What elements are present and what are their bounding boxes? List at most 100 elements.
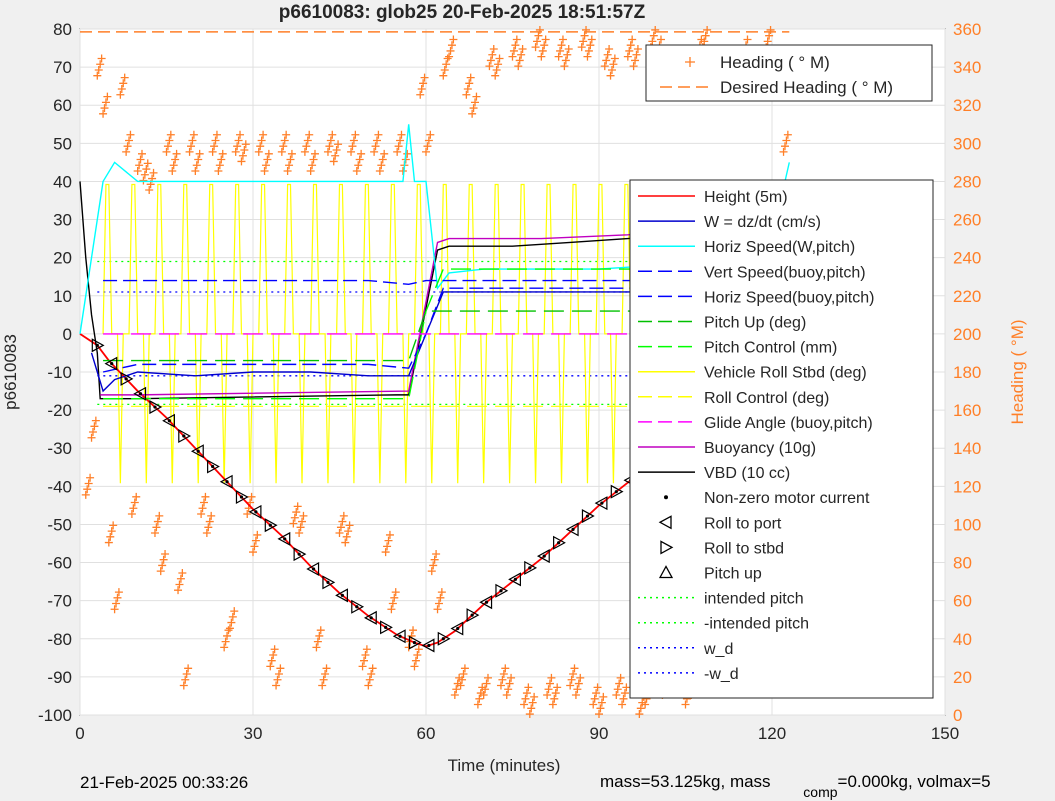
heading-point	[609, 60, 618, 69]
heading-point	[231, 147, 240, 156]
heading-point	[334, 140, 343, 149]
heading-point	[596, 704, 605, 713]
heading-point	[274, 670, 283, 679]
heading-point	[331, 151, 340, 160]
heading-point	[251, 536, 260, 545]
heading-point	[225, 624, 234, 633]
chart-title: p6610083: glob25 20-Feb-2025 18:51:57Z	[279, 2, 646, 23]
heading-point	[574, 679, 583, 688]
heading-point	[551, 689, 560, 698]
heading-point	[632, 50, 641, 59]
heading-point	[159, 555, 168, 564]
heading-point	[361, 650, 370, 659]
y-tick-label-left: 10	[53, 287, 72, 306]
heading-point	[306, 166, 315, 175]
heading-point	[613, 685, 622, 694]
motor-current-marker	[124, 377, 128, 381]
heading-point	[208, 147, 217, 156]
heading-point	[524, 683, 533, 692]
heading-point	[365, 675, 374, 684]
heading-point	[394, 142, 403, 151]
heading-point	[174, 586, 183, 595]
heading-point	[233, 142, 242, 151]
heading-point	[122, 147, 131, 156]
roll-to-stbd-marker	[293, 547, 307, 562]
heading-point	[553, 683, 562, 692]
heading-point	[192, 161, 201, 170]
heading-point	[701, 31, 710, 40]
heading-point	[191, 166, 200, 175]
heading-point	[135, 161, 144, 170]
heading-point	[137, 149, 146, 158]
motor-current-marker	[398, 634, 402, 638]
heading-point	[485, 62, 494, 71]
heading-point	[285, 161, 294, 170]
heading-point	[371, 142, 380, 151]
heading-point	[528, 698, 537, 707]
heading-point	[456, 681, 465, 690]
heading-point	[417, 85, 426, 94]
heading-point	[554, 52, 563, 61]
heading-point	[499, 670, 508, 679]
heading-point	[533, 37, 542, 46]
heading-point	[270, 645, 279, 654]
heading-point	[247, 492, 256, 501]
heading-point	[303, 136, 312, 145]
y-tick-label-left: 0	[63, 325, 72, 344]
heading-point	[220, 643, 229, 652]
heading-point	[126, 130, 135, 139]
heading-point	[522, 689, 531, 698]
heading-point	[623, 52, 632, 61]
heading-point	[577, 43, 586, 52]
heading-point	[422, 147, 430, 156]
legend-label: Height (5m)	[704, 189, 788, 206]
x-tick-label: 0	[75, 724, 84, 743]
heading-point	[145, 186, 154, 195]
heading-point	[352, 166, 361, 175]
heading-point	[615, 679, 624, 688]
heading-point	[631, 56, 640, 65]
roll-to-port-marker	[594, 496, 608, 511]
roll-to-port-marker	[508, 572, 521, 587]
heading-point	[447, 41, 456, 50]
heading-point	[616, 673, 625, 682]
motor-current-marker	[254, 510, 258, 514]
roll-to-port-marker	[248, 504, 262, 519]
heading-point	[429, 561, 438, 570]
heading-point	[179, 681, 188, 690]
legend-label: -w_d	[704, 666, 739, 683]
roll-to-stbd-marker	[408, 635, 422, 650]
heading-point	[636, 704, 645, 713]
heading-point	[586, 41, 595, 50]
heading-point	[483, 673, 492, 682]
y-tick-label-right: 80	[953, 554, 972, 573]
motor-current-marker	[311, 567, 316, 571]
heading-point	[765, 31, 774, 40]
heading-point	[260, 166, 269, 175]
heading-point	[312, 643, 321, 652]
heading-point	[267, 656, 276, 665]
footer-comp-rest: =0.000kg, volmax=5	[837, 772, 991, 791]
x-tick-label: 60	[417, 724, 436, 743]
roll-to-stbd-marker	[178, 429, 192, 444]
heading-point	[223, 631, 232, 640]
heading-point	[375, 166, 384, 175]
heading-point	[610, 54, 619, 63]
y-tick-label-right: 160	[953, 401, 981, 420]
heading-point	[600, 62, 609, 71]
heading-point	[626, 41, 635, 50]
heading-point	[132, 492, 141, 501]
heading-point	[540, 41, 549, 50]
footer-date: 21-Feb-2025 00:33:26	[80, 773, 249, 792]
heading-point	[182, 670, 191, 679]
y-tick-label-left: 80	[53, 20, 72, 39]
heading-point	[322, 664, 331, 673]
heading-point	[437, 588, 446, 597]
heading-point	[185, 147, 194, 156]
y-tick-label-left: -20	[47, 401, 72, 420]
heading-point	[537, 52, 546, 61]
heading-point	[641, 700, 650, 709]
motor-current-marker	[513, 577, 517, 581]
y-tick-label-right: 340	[953, 58, 981, 77]
heading-point	[423, 142, 432, 151]
